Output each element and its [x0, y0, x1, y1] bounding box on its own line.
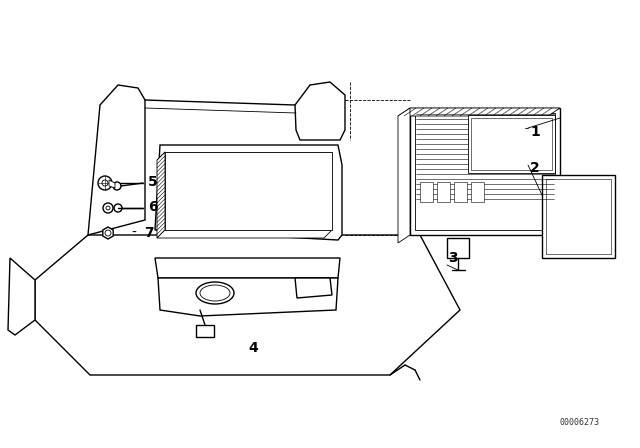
Polygon shape [542, 175, 615, 258]
Polygon shape [155, 258, 340, 278]
Circle shape [103, 203, 113, 213]
Text: 6: 6 [148, 200, 157, 214]
Polygon shape [155, 145, 342, 240]
Circle shape [113, 182, 121, 190]
Polygon shape [410, 108, 560, 235]
Polygon shape [165, 152, 332, 230]
Polygon shape [88, 85, 145, 235]
Polygon shape [447, 238, 469, 258]
Polygon shape [454, 182, 467, 202]
Text: 3: 3 [448, 251, 458, 265]
Bar [196, 325, 214, 337]
Polygon shape [468, 115, 555, 173]
Polygon shape [8, 258, 35, 335]
Circle shape [105, 230, 111, 236]
Text: -: - [131, 226, 136, 240]
Circle shape [106, 206, 110, 210]
Polygon shape [35, 235, 460, 375]
Polygon shape [158, 278, 338, 316]
Text: 7: 7 [144, 226, 154, 240]
Text: 00006273: 00006273 [560, 418, 600, 426]
Text: 5: 5 [148, 175, 157, 189]
Polygon shape [437, 182, 450, 202]
Text: 2: 2 [530, 161, 540, 175]
Polygon shape [398, 108, 410, 243]
Text: 1: 1 [530, 125, 540, 139]
Polygon shape [398, 108, 560, 116]
Polygon shape [157, 230, 332, 238]
Polygon shape [420, 182, 433, 202]
Polygon shape [295, 82, 345, 140]
Polygon shape [471, 182, 484, 202]
Polygon shape [109, 180, 115, 188]
Circle shape [102, 180, 108, 186]
Polygon shape [295, 278, 332, 298]
Polygon shape [157, 152, 165, 238]
Polygon shape [471, 118, 552, 170]
Text: 4: 4 [248, 341, 258, 355]
Ellipse shape [196, 282, 234, 304]
Ellipse shape [200, 285, 230, 301]
Polygon shape [415, 113, 555, 230]
Circle shape [98, 176, 112, 190]
Circle shape [114, 204, 122, 212]
